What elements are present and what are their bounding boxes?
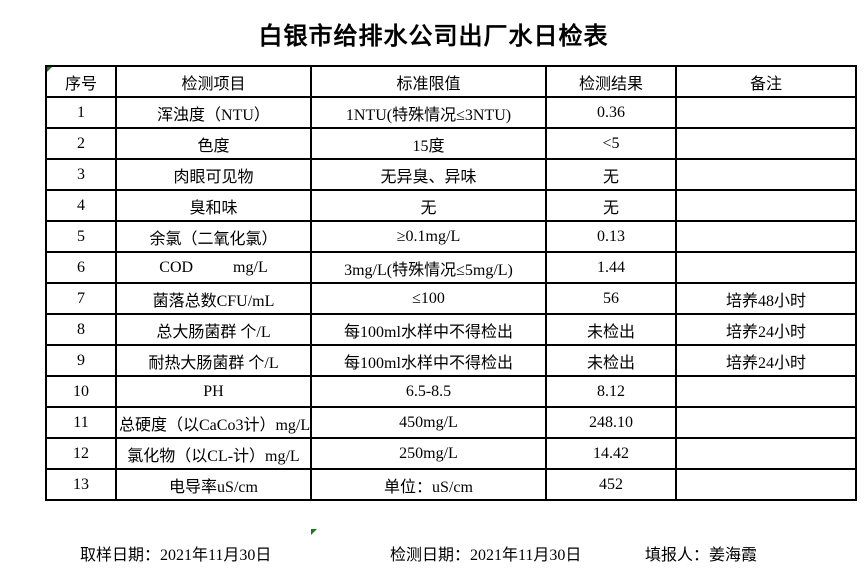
cell-result: 1.44 <box>545 251 677 284</box>
cell-no: 10 <box>45 375 117 408</box>
cell-remark: 培养24小时 <box>675 344 857 377</box>
cell-remark <box>675 127 857 160</box>
cell-result: 无 <box>545 158 677 191</box>
table-row: 2 色度 15度 <5 <box>45 127 857 160</box>
cell-limit: 450mg/L <box>310 406 547 439</box>
cell-remark <box>675 251 857 284</box>
cell-item: 余氯（二氧化氯） <box>115 220 312 253</box>
cell-no: 11 <box>45 406 117 439</box>
cell-remark <box>675 158 857 191</box>
cell-item: 肉眼可见物 <box>115 158 312 191</box>
table-row: 11 总硬度（以CaCo3计）mg/L 450mg/L 248.10 <box>45 406 857 439</box>
cell-limit: 3mg/L(特殊情况≤5mg/L) <box>310 251 547 284</box>
header-remark: 备注 <box>675 65 857 98</box>
table-row: 3 肉眼可见物 无异臭、异味 无 <box>45 158 857 191</box>
table-row: 8 总大肠菌群 个/L 每100ml水样中不得检出 未检出 培养24小时 <box>45 313 857 346</box>
cell-limit: ≥0.1mg/L <box>310 220 547 253</box>
cell-item: 氯化物（以CL-计）mg/L <box>115 437 312 470</box>
cell-limit: 无异臭、异味 <box>310 158 547 191</box>
cell-item: 浑浊度（NTU） <box>115 96 312 129</box>
inspection-table: 序号 检测项目 标准限值 检测结果 备注 1 浑浊度（NTU） 1NTU(特殊情… <box>45 65 857 501</box>
cell-remark <box>675 96 857 129</box>
cell-limit: 每100ml水样中不得检出 <box>310 313 547 346</box>
cell-no: 4 <box>45 189 117 222</box>
cell-no: 3 <box>45 158 117 191</box>
cell-no: 6 <box>45 251 117 284</box>
cell-limit: 1NTU(特殊情况≤3NTU) <box>310 96 547 129</box>
cell-result: 无 <box>545 189 677 222</box>
cell-remark: 培养24小时 <box>675 313 857 346</box>
cell-remark <box>675 406 857 439</box>
page-title: 白银市给排水公司出厂水日检表 <box>258 24 609 50</box>
table-row: 7 菌落总数CFU/mL ≤100 56 培养48小时 <box>45 282 857 315</box>
cell-remark <box>675 189 857 222</box>
table-row: 12 氯化物（以CL-计）mg/L 250mg/L 14.42 <box>45 437 857 470</box>
cell-result: 8.12 <box>545 375 677 408</box>
table-row: 13 电导率uS/cm 单位：uS/cm 452 <box>45 468 857 501</box>
table-header-row: 序号 检测项目 标准限值 检测结果 备注 <box>45 65 857 98</box>
cell-limit: 15度 <box>310 127 547 160</box>
cell-result: 0.36 <box>545 96 677 129</box>
cell-remark <box>675 437 857 470</box>
cell-limit: 单位：uS/cm <box>310 468 547 501</box>
cell-result: 0.13 <box>545 220 677 253</box>
cell-remark: 培养48小时 <box>675 282 857 315</box>
cell-result: <5 <box>545 127 677 160</box>
cell-remark <box>675 375 857 408</box>
cell-no: 12 <box>45 437 117 470</box>
table-row: 6 COD mg/L 3mg/L(特殊情况≤5mg/L) 1.44 <box>45 251 857 284</box>
cell-remark <box>675 468 857 501</box>
cell-result: 未检出 <box>545 313 677 346</box>
cell-item: 总硬度（以CaCo3计）mg/L <box>115 406 312 439</box>
cell-result: 248.10 <box>545 406 677 439</box>
table-row: 5 余氯（二氧化氯） ≥0.1mg/L 0.13 <box>45 220 857 253</box>
cell-item: PH <box>115 375 312 408</box>
header-no: 序号 <box>45 65 117 98</box>
table-row: 10 PH 6.5-8.5 8.12 <box>45 375 857 408</box>
table-row: 4 臭和味 无 无 <box>45 189 857 222</box>
table-row: 9 耐热大肠菌群 个/L 每100ml水样中不得检出 未检出 培养24小时 <box>45 344 857 377</box>
cell-no: 7 <box>45 282 117 315</box>
sampling-date-label: 取样日期：2021年11月30日 <box>80 547 272 564</box>
header-item: 检测项目 <box>115 65 312 98</box>
cell-limit: 6.5-8.5 <box>310 375 547 408</box>
cell-remark <box>675 220 857 253</box>
cell-no: 5 <box>45 220 117 253</box>
cell-no: 2 <box>45 127 117 160</box>
header-result: 检测结果 <box>545 65 677 98</box>
cell-no: 13 <box>45 468 117 501</box>
cell-result: 未检出 <box>545 344 677 377</box>
cell-result: 14.42 <box>545 437 677 470</box>
reporter-label: 填报人：姜海霞 <box>645 547 758 564</box>
cell-limit: ≤100 <box>310 282 547 315</box>
cell-item: 色度 <box>115 127 312 160</box>
test-date-label: 检测日期：2021年11月30日 <box>390 547 582 564</box>
excel-bottom-marker-icon <box>311 529 317 535</box>
cell-item: 臭和味 <box>115 189 312 222</box>
cell-item: 总大肠菌群 个/L <box>115 313 312 346</box>
cell-result: 56 <box>545 282 677 315</box>
cell-result: 452 <box>545 468 677 501</box>
cell-item: 菌落总数CFU/mL <box>115 282 312 315</box>
cell-limit: 每100ml水样中不得检出 <box>310 344 547 377</box>
cell-limit: 250mg/L <box>310 437 547 470</box>
cell-item: 耐热大肠菌群 个/L <box>115 344 312 377</box>
cell-no: 8 <box>45 313 117 346</box>
cell-no: 9 <box>45 344 117 377</box>
table-row: 1 浑浊度（NTU） 1NTU(特殊情况≤3NTU) 0.36 <box>45 96 857 129</box>
cell-limit: 无 <box>310 189 547 222</box>
cell-no: 1 <box>45 96 117 129</box>
cell-item: COD mg/L <box>115 251 312 284</box>
header-limit: 标准限值 <box>310 65 547 98</box>
cell-item: 电导率uS/cm <box>115 468 312 501</box>
